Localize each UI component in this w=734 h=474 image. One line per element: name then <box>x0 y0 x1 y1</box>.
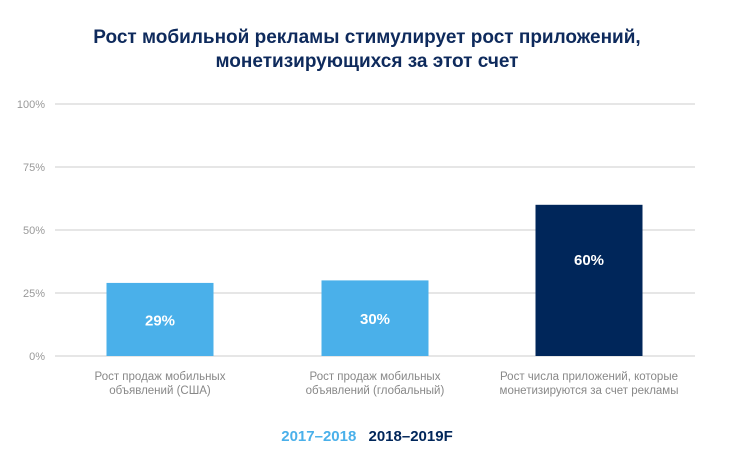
chart-title-line-2: монетизирующихся за этот счет <box>215 51 519 72</box>
y-tick-label: 0% <box>29 351 45 363</box>
legend-item-2018-2019f: 2018–2019F <box>368 428 453 445</box>
y-tick-label: 25% <box>23 288 45 300</box>
legend: 2017–2018 2018–2019F <box>0 428 734 445</box>
chart-title-line-1: Рост мобильной рекламы стимулирует рост … <box>93 27 641 48</box>
bar <box>535 204 643 356</box>
x-tick-label: объявлений (США) <box>109 385 211 397</box>
x-tick-label: Рост продаж мобильных <box>95 371 226 383</box>
y-tick-label: 50% <box>23 225 45 237</box>
y-tick-label: 75% <box>23 162 45 174</box>
x-tick-label: Рост продаж мобильных <box>310 371 441 383</box>
x-tick-label: монетизируются за счет рекламы <box>500 385 679 397</box>
data-label: 29% <box>145 312 175 329</box>
legend-item-2017-2018: 2017–2018 <box>281 428 357 445</box>
x-tick-label: Рост числа приложений, которые <box>500 371 678 383</box>
data-label: 60% <box>574 252 604 269</box>
chart-title: Рост мобильной рекламы стимулирует рост … <box>0 26 734 74</box>
data-label: 30% <box>360 311 390 328</box>
x-tick-label: объявлений (глобальный) <box>306 385 445 397</box>
bar <box>106 282 214 356</box>
bar <box>321 280 429 356</box>
y-tick-label: 100% <box>17 99 45 111</box>
